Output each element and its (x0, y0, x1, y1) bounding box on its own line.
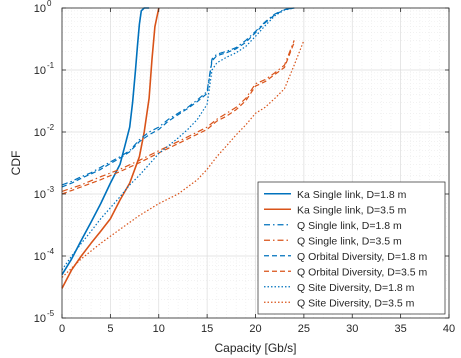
y-tick-exponent: -4 (47, 247, 55, 256)
y-tick-exponent: -3 (47, 185, 55, 194)
legend-label: Q Site Diversity, D=3.5 m (297, 297, 415, 309)
x-tick-label: 25 (298, 323, 310, 335)
y-tick-label: 10 (34, 189, 46, 201)
legend: Ka Single link, D=1.8 m Ka Single link, D… (257, 181, 446, 315)
series-line (61, 7, 295, 188)
y-tick-label: 10 (34, 313, 46, 325)
x-tick-label: 35 (395, 323, 407, 335)
series-line (61, 7, 150, 276)
series-line (61, 7, 295, 186)
legend-box (257, 181, 446, 315)
legend-label: Q Single link, D=3.5 m (297, 235, 402, 247)
series-line (61, 40, 295, 192)
legend-label: Ka Single link, D=1.8 m (297, 189, 407, 201)
legend-label: Q Single link, D=1.8 m (297, 220, 402, 232)
series-line (61, 40, 305, 278)
y-tick-exponent: -5 (47, 309, 55, 318)
legend-label: Q Orbital Diversity, D=1.8 m (297, 251, 427, 263)
y-tick-label: 10 (34, 127, 46, 139)
y-tick-exponent: -2 (47, 123, 55, 132)
legend-label: Q Site Diversity, D=1.8 m (297, 282, 415, 294)
series-line (61, 7, 295, 271)
y-tick-exponent: -1 (47, 61, 55, 70)
x-tick-label: 15 (201, 323, 213, 335)
series-line (61, 42, 295, 195)
x-tick-label: 30 (346, 323, 358, 335)
legend-label: Q Orbital Diversity, D=3.5 m (297, 266, 427, 278)
series-layer (61, 7, 305, 289)
y-tick-label: 10 (34, 3, 46, 15)
x-tick-label: 0 (59, 323, 65, 335)
x-axis-label: Capacity [Gb/s] (214, 341, 296, 355)
y-tick-label: 10 (34, 65, 46, 77)
x-tick-label: 20 (249, 323, 261, 335)
x-tick-label: 40 (443, 323, 455, 335)
y-tick-label: 10 (34, 251, 46, 263)
legend-label: Ka Single link, D=3.5 m (297, 204, 407, 216)
y-axis-label: CDF (9, 151, 23, 176)
x-tick-label: 10 (153, 323, 165, 335)
y-tick-exponent: 0 (47, 0, 52, 8)
series-line (61, 7, 160, 289)
x-tick-label: 5 (107, 323, 113, 335)
